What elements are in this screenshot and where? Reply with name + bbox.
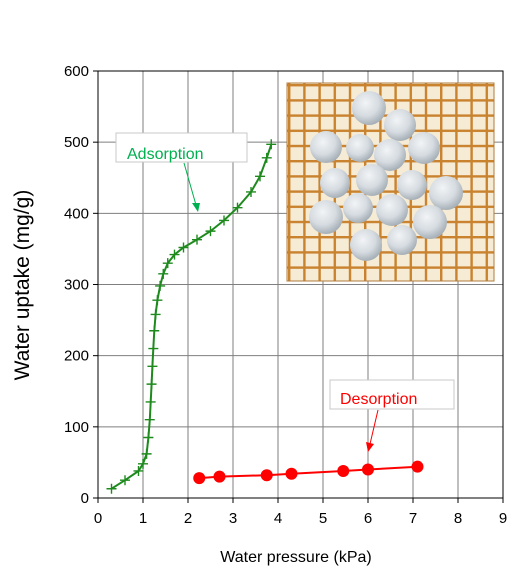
adsorption-point bbox=[120, 475, 130, 486]
sphere-cluster bbox=[309, 91, 463, 261]
adsorption-point bbox=[232, 202, 243, 213]
adsorption-point bbox=[266, 139, 277, 150]
adsorption-point bbox=[138, 458, 148, 469]
adsorption-series bbox=[106, 139, 277, 494]
desorption-series bbox=[193, 460, 424, 485]
adsorption-point bbox=[141, 448, 152, 459]
y-axis-ticks: 0 100 200 300 400 500 600 bbox=[64, 63, 98, 507]
adsorption-point bbox=[219, 215, 229, 226]
adsorption-point bbox=[205, 226, 216, 237]
adsorption-point bbox=[106, 483, 117, 494]
adsorption-point bbox=[144, 414, 155, 425]
adsorption-point bbox=[192, 234, 202, 245]
y-tick-label: 200 bbox=[64, 348, 89, 365]
adsorption-callout: Adsorption bbox=[115, 132, 248, 212]
adsorption-point bbox=[255, 171, 265, 182]
desorption-point bbox=[362, 463, 374, 476]
desorption-line bbox=[199, 465, 418, 480]
desorption-point bbox=[193, 472, 206, 485]
adsorption-point bbox=[149, 325, 160, 336]
adsorption-line bbox=[110, 143, 273, 490]
desorption-callout-box bbox=[329, 379, 455, 410]
adsorption-callout-text: Adsorption bbox=[127, 146, 204, 163]
desorption-arrow bbox=[369, 409, 379, 445]
adsorption-point bbox=[261, 152, 272, 163]
adsorption-point bbox=[169, 249, 180, 260]
y-tick-label: 400 bbox=[64, 205, 89, 222]
x-tick-label: 8 bbox=[454, 510, 462, 527]
adsorption-point bbox=[150, 309, 161, 320]
adsorption-arrowhead bbox=[192, 203, 200, 212]
desorption-point bbox=[260, 469, 273, 482]
adsorption-point bbox=[145, 396, 156, 407]
y-tick-label: 0 bbox=[81, 490, 89, 507]
adsorption-point bbox=[162, 258, 173, 269]
x-tick-label: 5 bbox=[319, 510, 327, 527]
x-axis-title: Water pressure (kPa) bbox=[220, 549, 371, 566]
adsorption-callout-box bbox=[115, 132, 248, 163]
y-tick-label: 300 bbox=[64, 277, 89, 294]
x-tick-label: 6 bbox=[364, 510, 372, 527]
adsorption-point bbox=[155, 280, 166, 291]
x-tick-label: 7 bbox=[409, 510, 417, 527]
adsorption-point bbox=[178, 242, 189, 253]
adsorption-point bbox=[148, 343, 159, 354]
desorption-point bbox=[213, 470, 226, 483]
x-tick-label: 3 bbox=[229, 510, 237, 527]
adsorption-point bbox=[158, 268, 169, 279]
desorption-point bbox=[285, 467, 298, 480]
y-tick-label: 500 bbox=[64, 134, 89, 151]
adsorption-point bbox=[152, 295, 163, 306]
desorption-arrowhead bbox=[366, 442, 374, 452]
x-tick-label: 4 bbox=[274, 510, 282, 527]
desorption-point bbox=[337, 464, 350, 477]
x-tick-label: 2 bbox=[184, 510, 192, 527]
desorption-callout: Desorption bbox=[329, 379, 455, 452]
y-axis-title: Water uptake (mg/g) bbox=[11, 190, 34, 381]
inset-photo bbox=[286, 82, 495, 282]
desorption-point bbox=[411, 460, 424, 473]
x-tick-label: 0 bbox=[94, 510, 102, 527]
y-tick-label: 100 bbox=[64, 419, 89, 436]
y-tick-label: 600 bbox=[64, 63, 89, 80]
x-axis-ticks: 0 1 2 3 4 5 6 7 8 9 bbox=[94, 498, 507, 527]
adsorption-point bbox=[133, 465, 144, 476]
adsorption-point bbox=[146, 379, 157, 390]
x-tick-label: 1 bbox=[139, 510, 147, 527]
adsorption-point bbox=[143, 432, 154, 443]
adsorption-point bbox=[246, 186, 256, 197]
adsorption-point bbox=[147, 361, 158, 372]
x-tick-label: 9 bbox=[499, 510, 507, 527]
desorption-callout-text: Desorption bbox=[340, 391, 417, 408]
adsorption-arrow bbox=[183, 162, 197, 206]
